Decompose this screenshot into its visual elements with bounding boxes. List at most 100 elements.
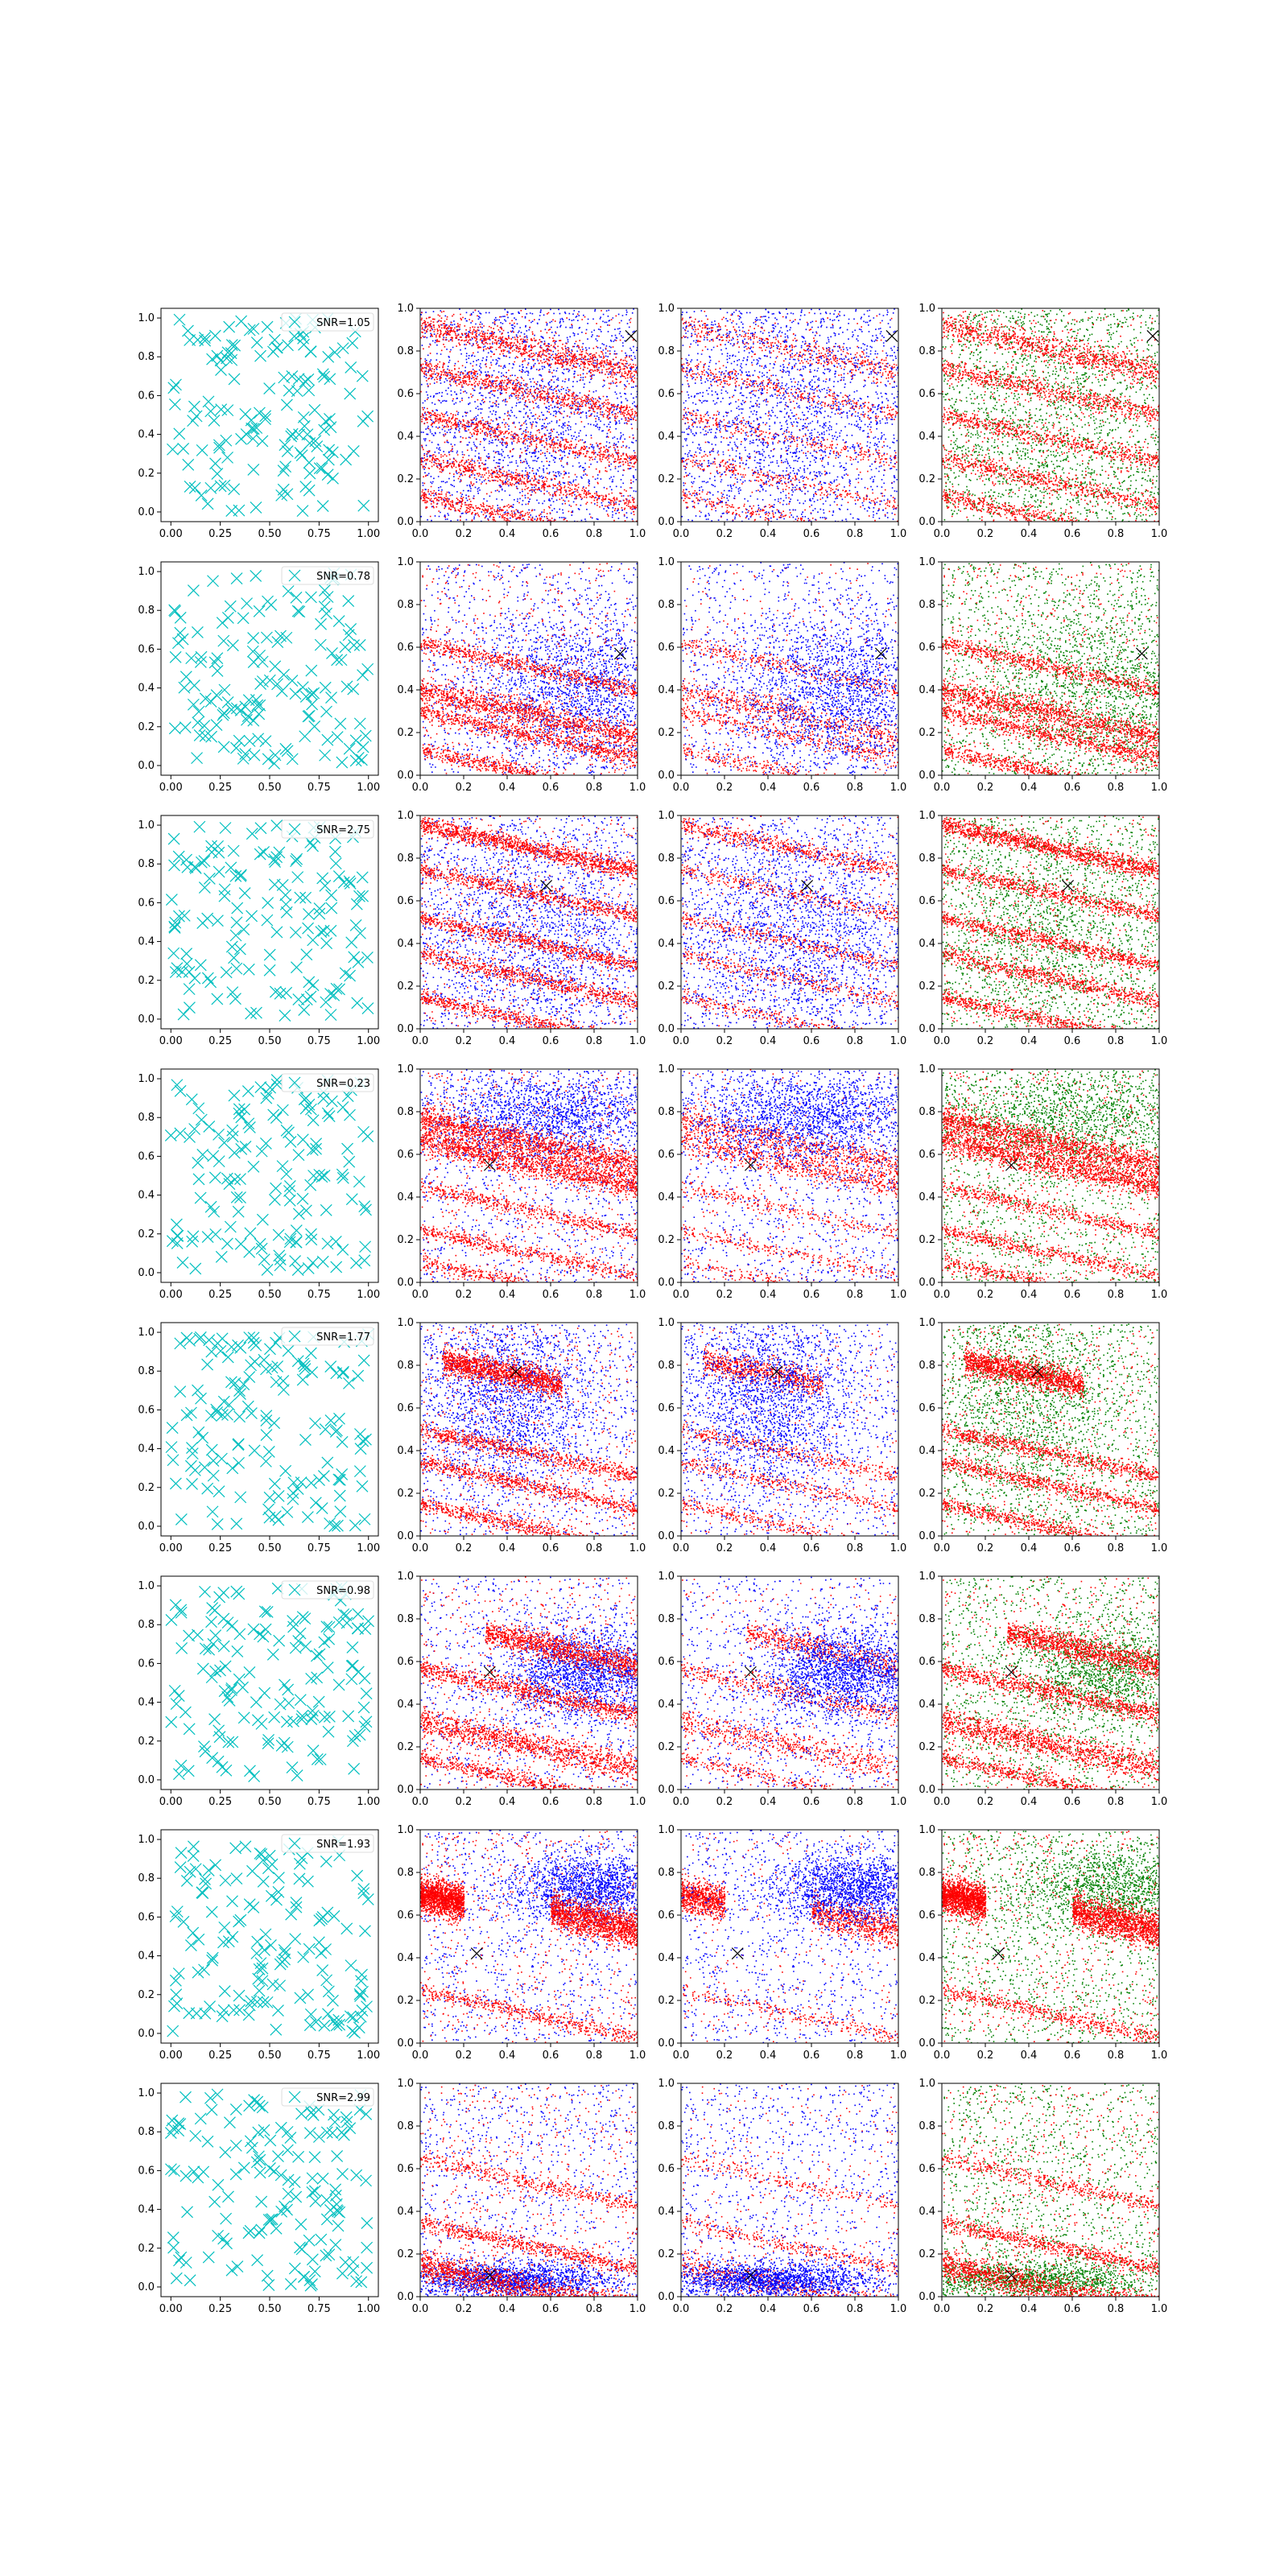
y-tick-label: 0.2 (397, 1995, 414, 2007)
x-tick-label: 0.4 (760, 1035, 777, 1047)
y-tick-label: 0.2 (919, 2248, 935, 2260)
y-tick-label: 0.6 (397, 388, 414, 400)
y-tick-label: 0.0 (919, 1277, 935, 1289)
x-tick-label: 0.0 (412, 1035, 429, 1047)
x-tick-label: 1.0 (890, 782, 907, 794)
y-tick-label: 0.2 (919, 1741, 935, 1753)
x-tick-label: 0.0 (673, 528, 690, 540)
y-tick-label: 0.4 (919, 684, 935, 696)
y-tick-label: 0.4 (658, 1699, 675, 1711)
x-tick-label: 0.00 (159, 528, 183, 540)
legend: SNR=2.99 (282, 2088, 374, 2106)
y-tick-label: 0.6 (397, 2163, 414, 2175)
x-tick-label: 0.0 (934, 1542, 951, 1554)
y-tick-label: 0.6 (397, 1656, 414, 1668)
y-tick-label: 0.8 (397, 852, 414, 865)
y-tick-label: 0.6 (138, 643, 155, 655)
y-tick-label: 0.4 (397, 938, 414, 950)
y-tick-label: 0.2 (919, 1234, 935, 1246)
x-tick-label: 1.0 (890, 2050, 907, 2062)
y-tick-label: 1.0 (397, 1063, 414, 1075)
x-tick-label: 0.0 (934, 1035, 951, 1047)
y-tick-label: 0.6 (919, 1149, 935, 1161)
x-tick-label: 0.4 (760, 1289, 777, 1301)
y-tick-label: 0.8 (138, 605, 155, 617)
x-tick-label: 1.0 (1151, 2050, 1168, 2062)
x-tick-label: 0.25 (208, 2303, 232, 2315)
y-tick-label: 0.0 (397, 2291, 414, 2303)
y-tick-label: 0.6 (138, 1911, 155, 1923)
x-tick-label: 0.4 (499, 528, 516, 540)
x-tick-label: 1.0 (1151, 2303, 1168, 2315)
x-tick-label: 0.8 (1108, 782, 1125, 794)
y-tick-label: 0.6 (138, 2165, 155, 2177)
x-tick-label: 1.00 (357, 782, 380, 794)
x-tick-label: 1.00 (357, 528, 380, 540)
y-tick-label: 1.0 (397, 1317, 414, 1329)
x-tick-label: 1.0 (630, 1796, 646, 1808)
x-tick-label: 0.00 (159, 1035, 183, 1047)
x-tick-label: 0.2 (456, 1542, 473, 1554)
y-tick-label: 0.2 (397, 980, 414, 993)
y-tick-label: 0.6 (658, 1149, 675, 1161)
y-tick-label: 1.0 (138, 312, 155, 324)
y-tick-label: 0.6 (919, 895, 935, 907)
y-tick-label: 0.4 (919, 431, 935, 443)
y-tick-label: 1.0 (658, 303, 675, 315)
x-tick-label: 0.6 (1064, 1289, 1081, 1301)
x-tick-label: 0.0 (412, 528, 429, 540)
y-tick-label: 1.0 (138, 1580, 155, 1592)
x-tick-label: 0.00 (159, 1796, 183, 1808)
legend-label: SNR=1.93 (316, 1839, 370, 1851)
x-tick-label: 0.6 (1064, 2050, 1081, 2062)
x-tick-label: 0.2 (456, 528, 473, 540)
y-tick-label: 0.6 (919, 1402, 935, 1414)
x-tick-label: 0.50 (258, 1289, 282, 1301)
x-tick-label: 0.8 (847, 2050, 864, 2062)
y-tick-label: 1.0 (138, 819, 155, 832)
y-tick-label: 0.4 (919, 1445, 935, 1457)
y-tick-label: 0.6 (397, 895, 414, 907)
legend-label: SNR=1.05 (316, 317, 370, 329)
legend-label: SNR=0.78 (316, 571, 370, 583)
x-tick-label: 0.8 (847, 2303, 864, 2315)
x-tick-label: 0.0 (673, 2050, 690, 2062)
y-tick-label: 0.6 (658, 1656, 675, 1668)
y-tick-label: 0.8 (397, 1360, 414, 1372)
y-tick-label: 0.6 (397, 1909, 414, 1922)
y-tick-label: 0.0 (397, 1784, 414, 1796)
y-tick-label: 0.4 (138, 1190, 155, 1202)
x-tick-label: 0.00 (159, 1289, 183, 1301)
y-tick-label: 0.0 (397, 2037, 414, 2050)
x-tick-label: 0.8 (586, 1796, 603, 1808)
x-tick-label: 0.0 (934, 1796, 951, 1808)
y-tick-label: 0.4 (919, 2206, 935, 2218)
y-tick-label: 0.0 (658, 1530, 675, 1542)
x-tick-label: 0.8 (1108, 1289, 1125, 1301)
x-tick-label: 0.0 (673, 782, 690, 794)
y-tick-label: 0.8 (658, 2120, 675, 2132)
y-tick-label: 0.2 (397, 2248, 414, 2260)
x-tick-label: 0.0 (412, 1289, 429, 1301)
x-tick-label: 0.6 (803, 2050, 820, 2062)
y-tick-label: 0.8 (397, 2120, 414, 2132)
x-tick-label: 0.0 (412, 1796, 429, 1808)
legend-label: SNR=0.23 (316, 1078, 370, 1090)
x-tick-label: 0.25 (208, 1289, 232, 1301)
x-tick-label: 0.6 (1064, 1035, 1081, 1047)
x-tick-label: 0.4 (1021, 782, 1038, 794)
y-tick-label: 0.6 (138, 897, 155, 909)
x-tick-label: 0.4 (499, 1542, 516, 1554)
y-tick-label: 0.0 (138, 2281, 155, 2293)
y-tick-label: 1.0 (138, 566, 155, 578)
x-tick-label: 0.8 (586, 1542, 603, 1554)
x-tick-label: 0.2 (977, 782, 994, 794)
x-tick-label: 0.6 (543, 1542, 559, 1554)
x-tick-label: 0.8 (1108, 2050, 1125, 2062)
x-tick-label: 1.0 (1151, 528, 1168, 540)
y-tick-label: 0.8 (397, 1106, 414, 1118)
y-tick-label: 1.0 (919, 1824, 935, 1836)
x-tick-label: 0.6 (803, 2303, 820, 2315)
y-tick-label: 1.0 (658, 1571, 675, 1583)
y-tick-label: 0.2 (658, 1995, 675, 2007)
